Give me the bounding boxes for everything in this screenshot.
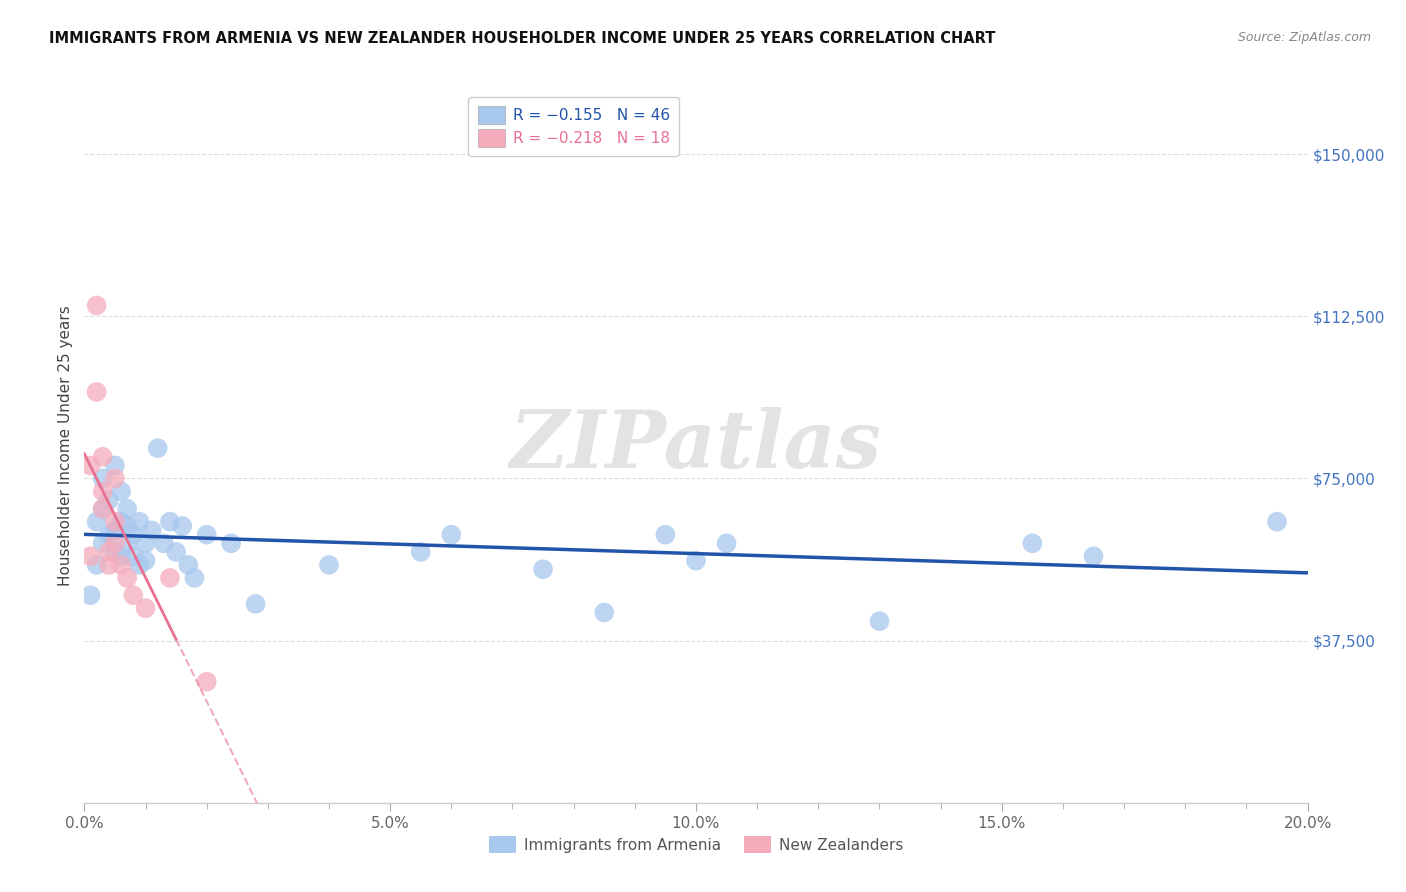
Point bbox=[97, 493, 120, 508]
Point bbox=[159, 571, 181, 585]
Point bbox=[110, 558, 132, 572]
Point bbox=[122, 549, 145, 564]
Point bbox=[183, 571, 205, 585]
Point bbox=[97, 558, 120, 572]
Point bbox=[91, 471, 114, 485]
Point bbox=[1265, 515, 1288, 529]
Point bbox=[128, 558, 150, 572]
Point bbox=[177, 558, 200, 572]
Point bbox=[86, 384, 108, 399]
Point bbox=[97, 527, 120, 541]
Point bbox=[91, 450, 114, 464]
Point bbox=[104, 471, 127, 485]
Text: IMMIGRANTS FROM ARMENIA VS NEW ZEALANDER HOUSEHOLDER INCOME UNDER 25 YEARS CORRE: IMMIGRANTS FROM ARMENIA VS NEW ZEALANDER… bbox=[49, 31, 995, 46]
Point bbox=[104, 536, 127, 550]
Point bbox=[440, 527, 463, 541]
Point bbox=[79, 588, 101, 602]
Point bbox=[104, 458, 127, 473]
Text: ZIPatlas: ZIPatlas bbox=[510, 408, 882, 484]
Point bbox=[159, 515, 181, 529]
Point bbox=[122, 527, 145, 541]
Point bbox=[104, 515, 127, 529]
Point bbox=[128, 515, 150, 529]
Point bbox=[219, 536, 242, 550]
Point bbox=[716, 536, 738, 550]
Point bbox=[110, 515, 132, 529]
Point bbox=[318, 558, 340, 572]
Point bbox=[110, 549, 132, 564]
Point bbox=[146, 441, 169, 455]
Point bbox=[104, 524, 127, 538]
Point bbox=[79, 458, 101, 473]
Point bbox=[115, 536, 138, 550]
Point bbox=[86, 515, 108, 529]
Point bbox=[135, 536, 157, 550]
Point bbox=[115, 571, 138, 585]
Point bbox=[531, 562, 554, 576]
Point bbox=[110, 484, 132, 499]
Point bbox=[122, 588, 145, 602]
Point bbox=[1021, 536, 1043, 550]
Point bbox=[97, 545, 120, 559]
Point bbox=[409, 545, 432, 559]
Point bbox=[165, 545, 187, 559]
Point bbox=[104, 545, 127, 559]
Point bbox=[91, 484, 114, 499]
Point bbox=[115, 519, 138, 533]
Point bbox=[172, 519, 194, 533]
Point bbox=[79, 549, 101, 564]
Point bbox=[195, 674, 218, 689]
Point bbox=[115, 501, 138, 516]
Point bbox=[141, 524, 163, 538]
Point bbox=[654, 527, 676, 541]
Point bbox=[86, 558, 108, 572]
Legend: Immigrants from Armenia, New Zealanders: Immigrants from Armenia, New Zealanders bbox=[482, 830, 910, 859]
Point bbox=[1083, 549, 1105, 564]
Point bbox=[685, 553, 707, 567]
Point bbox=[86, 298, 108, 312]
Point bbox=[91, 536, 114, 550]
Point bbox=[135, 601, 157, 615]
Point bbox=[91, 501, 114, 516]
Point bbox=[869, 614, 891, 628]
Point bbox=[195, 527, 218, 541]
Point bbox=[153, 536, 176, 550]
Point bbox=[593, 606, 616, 620]
Text: Source: ZipAtlas.com: Source: ZipAtlas.com bbox=[1237, 31, 1371, 45]
Point bbox=[135, 553, 157, 567]
Point bbox=[91, 501, 114, 516]
Point bbox=[245, 597, 267, 611]
Y-axis label: Householder Income Under 25 years: Householder Income Under 25 years bbox=[58, 306, 73, 586]
